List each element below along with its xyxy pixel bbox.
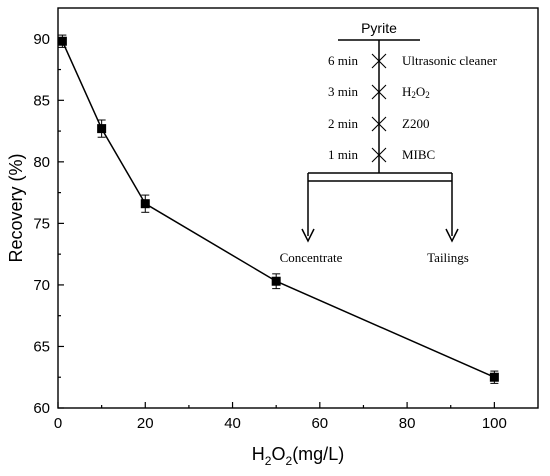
x-axis-title-h: H: [252, 444, 265, 464]
step-cross-icon-3: [371, 116, 387, 132]
y-tick-label-6: 90: [33, 31, 50, 48]
step-time-2: 3 min: [328, 84, 358, 99]
step-reagent-4: MIBC: [402, 147, 435, 162]
x-tick-label-2: 40: [224, 415, 241, 432]
step-cross-icon-2: [371, 84, 387, 100]
y-tick-label-1: 65: [33, 338, 50, 355]
y-tick-label-4: 80: [33, 154, 50, 171]
tailings-arrow-icon: [445, 228, 459, 243]
flotation-cell: [308, 172, 452, 182]
y-axis-title: Recovery (%): [6, 153, 26, 262]
flowsheet-step-1: 6 min Ultrasonic cleaner: [328, 53, 498, 69]
flowsheet-step-4: 1 min MIBC: [328, 147, 435, 163]
concentrate-arrow-icon: [301, 228, 315, 243]
concentrate-label: Concentrate: [280, 250, 343, 265]
flowsheet-step-3: 2 min Z200: [328, 116, 429, 132]
plot-frame: [57, 7, 539, 409]
x-tick-label-3: 60: [311, 415, 328, 432]
data-point-4: [489, 372, 499, 382]
tailings-label: Tailings: [427, 250, 469, 265]
step-reagent-2: H2O2: [402, 84, 430, 100]
x-axis-title-o: O: [271, 444, 285, 464]
y-axis-ticks: 60 65 70 75 80 85 90: [33, 31, 64, 417]
y-tick-label-2: 70: [33, 277, 50, 294]
x-tick-label-0: 0: [54, 415, 62, 432]
flowsheet-title: Pyrite: [361, 20, 397, 36]
step-reagent-1: Ultrasonic cleaner: [402, 53, 498, 68]
flowsheet: Pyrite 6 min Ultrasonic cleaner 3 min H2…: [280, 20, 498, 265]
step-reagent-3: Z200: [402, 116, 429, 131]
x-axis-title-unit: (mg/L): [292, 444, 344, 464]
y-tick-label-0: 60: [33, 400, 50, 417]
data-point-2: [140, 199, 150, 209]
series-group: [57, 34, 499, 384]
step-time-1: 6 min: [328, 53, 358, 68]
x-axis-ticks: 0 20 40 60 80 100: [54, 402, 507, 432]
x-tick-label-1: 20: [137, 415, 154, 432]
step-cross-icon-1: [371, 53, 387, 69]
x-tick-label-4: 80: [399, 415, 416, 432]
y-tick-label-3: 75: [33, 215, 50, 232]
flowsheet-step-2: 3 min H2O2: [328, 84, 430, 100]
step-time-3: 2 min: [328, 116, 358, 131]
data-point-3: [271, 276, 281, 286]
x-axis-title: H2O2(mg/L): [252, 444, 344, 468]
data-point-1: [97, 124, 107, 134]
data-point-0: [57, 36, 67, 46]
step-cross-icon-4: [371, 147, 387, 163]
y-tick-label-5: 85: [33, 92, 50, 109]
x-axis-title-sub2: 2: [286, 454, 293, 468]
x-tick-label-5: 100: [482, 415, 507, 432]
x-axis-title-sub1: 2: [265, 454, 272, 468]
step-time-4: 1 min: [328, 147, 358, 162]
